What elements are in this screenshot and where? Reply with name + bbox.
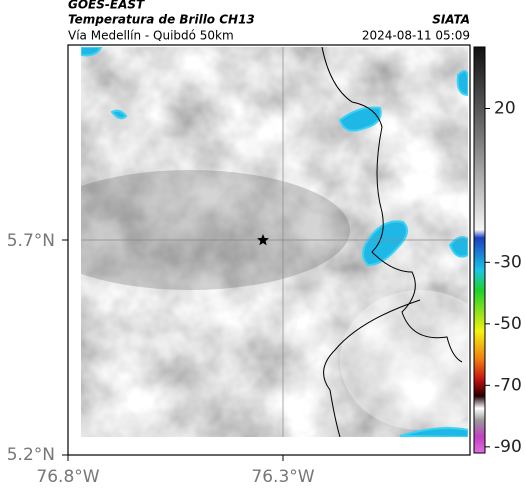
lat-label: 5.2°N — [7, 445, 55, 465]
colorbar — [473, 46, 486, 454]
region: Vía Medellín - Quibdó 50km — [68, 29, 234, 43]
colorbar-tick-label: -50 — [494, 314, 522, 334]
map-frame — [67, 44, 471, 456]
colorbar-tick-label: 20 — [494, 99, 516, 119]
lon-label: 76.8°W — [36, 467, 99, 487]
satellite-image — [81, 47, 468, 437]
colorbar-tick-label: -30 — [494, 252, 522, 272]
source: SIATA — [432, 13, 470, 27]
agency: GOES-EAST — [68, 0, 145, 12]
datetime: 2024-08-11 05:09 — [362, 29, 470, 43]
lon-label: 76.3°W — [251, 467, 314, 487]
colorbar-tick-label: -70 — [494, 375, 522, 395]
lat-label: 5.7°N — [7, 231, 55, 251]
colorbar-tick-label: -90 — [494, 437, 522, 457]
product: Temperatura de Brillo CH13 — [68, 13, 255, 27]
